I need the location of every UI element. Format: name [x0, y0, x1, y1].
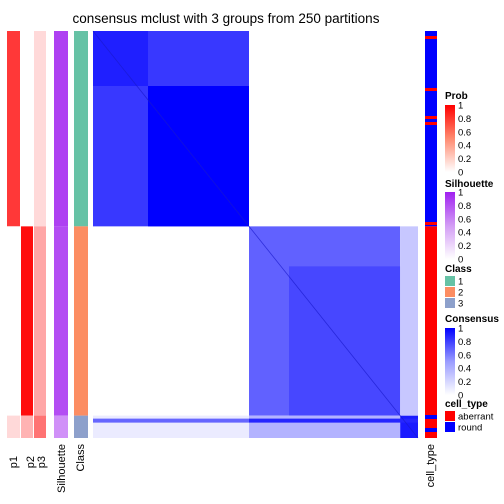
legend-silhouette-colorbar: [445, 192, 455, 259]
label-p2: p2: [25, 456, 37, 468]
col-class-cluster-2: [74, 226, 88, 416]
cell-type-stripe: [425, 122, 437, 125]
legend-silhouette-tick: 1: [458, 188, 463, 199]
legend-prob-tick: 0.8: [458, 114, 471, 125]
legend-class: Class 123: [445, 264, 472, 310]
col-p2-cluster-3: [21, 415, 33, 438]
legend-prob-title: Prob: [445, 91, 468, 102]
col-p3-cluster-2: [34, 226, 46, 416]
legend-class-title: Class: [445, 264, 472, 275]
chart-title: consensus mclust with 3 groups from 250 …: [73, 11, 380, 26]
legend-prob-tick: 0.6: [458, 127, 471, 138]
legend-prob-tick: 0: [458, 168, 463, 179]
col-p3-cluster-1: [34, 31, 46, 227]
cell-type-stripe: [425, 116, 437, 119]
legend-class-label: 1: [458, 277, 463, 288]
col-silhouette-cluster-2: [54, 226, 68, 416]
legend-cell-type-swatch: [445, 422, 455, 432]
annotation-columns: [7, 31, 88, 438]
legend-silhouette-title: Silhouette: [445, 179, 494, 190]
block-1-3-line: [93, 418, 249, 423]
legend-silhouette-tick: 0.2: [458, 241, 471, 252]
col-class-cluster-1: [74, 31, 88, 227]
legend-consensus-tick: 0.4: [458, 364, 471, 375]
col-silhouette-cluster-3: [54, 415, 68, 438]
legend-consensus-colorbar: [445, 328, 455, 395]
legend-consensus-title: Consensus: [445, 314, 499, 325]
legend-cell-type-label: aberrant: [458, 412, 494, 423]
legend-consensus-tick: 0: [458, 391, 463, 402]
legend-cell-type-title: cell_type: [445, 399, 488, 410]
block-1-1-sub: [93, 31, 148, 86]
legend-cell-type-swatch: [445, 411, 455, 421]
label-p1: p1: [8, 456, 20, 468]
legend-silhouette: Silhouette 1 0.8 0.6 0.4 0.2 0: [445, 179, 494, 266]
legend-prob-colorbar: [445, 105, 455, 172]
legend-prob: Prob 1 0.8 0.6 0.4 0.2 0: [445, 91, 471, 179]
cell-type-stripe: [425, 415, 437, 419]
block-2-2-core: [289, 266, 401, 416]
legend-silhouette-tick: 0: [458, 255, 463, 266]
legend-silhouette-tick: 0.8: [458, 201, 471, 212]
legend-prob-tick: 1: [458, 101, 463, 112]
legend-consensus-tick: 0.8: [458, 337, 471, 348]
legend-silhouette-tick: 0.4: [458, 228, 471, 239]
legend-class-label: 3: [458, 299, 463, 310]
col-class-cluster-3: [74, 415, 88, 438]
legend-consensus-tick: 0.2: [458, 377, 471, 388]
col-p1-cluster-3: [7, 415, 20, 438]
cell-type-stripe: [425, 88, 437, 91]
legend-silhouette-tick: 0.6: [458, 214, 471, 225]
cell-type-stripe: [425, 428, 437, 432]
block-1-1-core: [148, 86, 249, 227]
block-2-3-line: [249, 418, 418, 423]
legend-consensus-tick: 1: [458, 324, 463, 335]
col-silhouette-cluster-1: [54, 31, 68, 227]
legend-class-swatch: [445, 276, 455, 286]
legend-prob-tick: 0.2: [458, 154, 471, 165]
legend-class-swatch: [445, 298, 455, 308]
legend-class-swatch: [445, 287, 455, 297]
block-3-2: [400, 226, 418, 416]
label-silhouette: Silhouette: [56, 444, 68, 493]
label-p3: p3: [36, 456, 48, 468]
col-p3-cluster-3: [34, 415, 46, 438]
legend-consensus-tick: 0.6: [458, 350, 471, 361]
label-cell-type: cell_type: [425, 444, 437, 487]
col-p1-cluster-1: [7, 31, 20, 227]
legend-consensus: Consensus 1 0.8 0.6 0.4 0.2 0: [445, 314, 499, 402]
label-class: Class: [75, 444, 87, 472]
legend-cell-type-label: round: [458, 423, 482, 434]
consensus-matrix: [92, 30, 419, 439]
legend-prob-tick: 0.4: [458, 141, 471, 152]
cell-type-cluster-1: [425, 31, 437, 227]
diagonal: [92, 30, 419, 439]
cell-type-column: [425, 31, 437, 438]
cell-type-stripe: [425, 222, 437, 225]
col-p1-cluster-2: [7, 226, 20, 416]
cell-type-cluster-2-3: [425, 226, 437, 438]
legend-class-label: 2: [458, 288, 463, 299]
col-p2-cluster-2: [21, 226, 33, 416]
cell-type-stripe: [425, 36, 437, 39]
col-p2-cluster-1: [21, 31, 33, 227]
